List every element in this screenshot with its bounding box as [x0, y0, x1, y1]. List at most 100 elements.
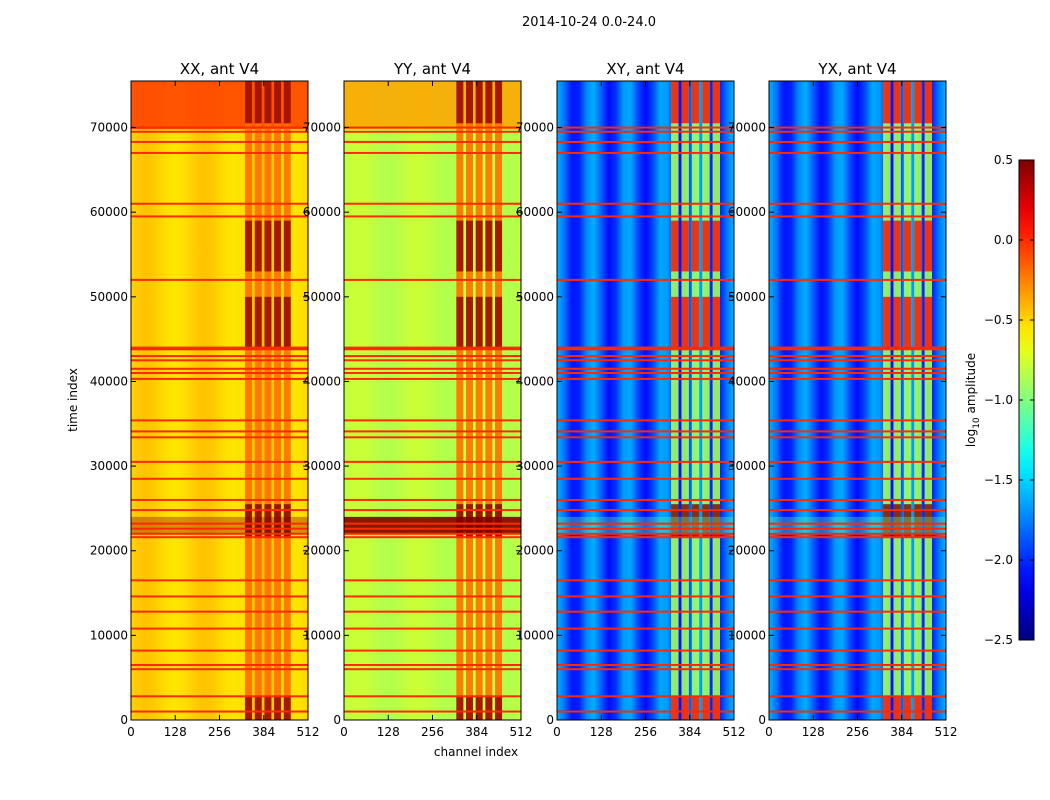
flagged-time-line: [769, 140, 946, 143]
rfi-hot-block: [712, 504, 721, 539]
flagged-time-line: [344, 522, 521, 525]
rfi-hot-block: [883, 296, 891, 348]
panel-title: YX, ant V4: [817, 60, 896, 78]
x-tick-label: 256: [846, 725, 869, 739]
x-tick-label: 512: [935, 725, 958, 739]
flagged-time-line: [557, 532, 734, 535]
flagged-time-line: [131, 532, 308, 535]
y-tick-label: 10000: [516, 628, 554, 642]
rfi-hot-block: [671, 296, 679, 348]
flagged-time-line: [769, 610, 946, 613]
x-tick-label: 384: [890, 725, 913, 739]
rfi-hot-block: [702, 504, 710, 539]
flagged-time-line: [131, 355, 308, 358]
rfi-hot-block: [671, 220, 679, 272]
rfi-hot-block: [264, 81, 272, 124]
rfi-hot-block: [283, 296, 291, 348]
rfi-hot-block: [283, 696, 291, 720]
rfi-hot-block: [475, 296, 483, 348]
flagged-time-line: [769, 710, 946, 713]
y-tick-label: 60000: [303, 205, 341, 219]
x-tick-label: 0: [340, 725, 348, 739]
rfi-hot-block: [456, 220, 464, 272]
flagged-time-line: [344, 126, 521, 129]
rfi-hot-block: [475, 696, 483, 720]
flagged-time-line: [557, 278, 734, 281]
flagged-time-line: [131, 649, 308, 652]
y-tick-label: 70000: [516, 121, 554, 135]
flagged-time-line: [344, 202, 521, 205]
x-tick-label: 384: [465, 725, 488, 739]
rfi-hot-block: [671, 696, 679, 720]
y-tick-label: 0: [546, 713, 554, 727]
flagged-time-line: [131, 215, 308, 218]
panel-2: XY, ant V4 0 128 256 384 512 0 10000 20000 30000 4…: [516, 60, 746, 739]
y-tick-label: 30000: [303, 459, 341, 473]
flagged-time-line: [557, 527, 734, 530]
flagged-time-line: [131, 346, 308, 349]
flagged-time-line: [557, 649, 734, 652]
x-tick-label: 256: [634, 725, 657, 739]
flagged-time-line: [131, 371, 308, 374]
rfi-hot-block: [702, 220, 710, 272]
rfi-hot-block: [254, 504, 262, 539]
flagged-time-line: [557, 359, 734, 362]
flagged-time-line: [557, 377, 734, 380]
flagged-time-line: [557, 436, 734, 439]
rfi-stripe: [671, 81, 679, 720]
flagged-time-line: [769, 527, 946, 530]
panel-title: YY, ant V4: [393, 60, 471, 78]
flagged-time-line: [344, 419, 521, 422]
rfi-stripe: [456, 81, 464, 720]
x-tick-label: 0: [127, 725, 135, 739]
flagged-time-line: [557, 695, 734, 698]
rfi-hot-block: [466, 81, 474, 124]
y-tick-label: 20000: [516, 544, 554, 558]
rfi-hot-block: [914, 696, 922, 720]
colorbar-tick-label: −1.0: [984, 393, 1013, 407]
y-tick-label: 40000: [303, 374, 341, 388]
colorbar-tick-label: 0.0: [994, 233, 1013, 247]
flagged-time-line: [131, 668, 308, 671]
flagged-time-line: [557, 579, 734, 582]
flagged-time-line: [344, 430, 521, 433]
flagged-time-line: [769, 278, 946, 281]
flagged-time-line: [769, 367, 946, 370]
rfi-hot-block: [914, 296, 922, 348]
rfi-hot-block: [495, 296, 503, 348]
x-tick-label: 128: [164, 725, 187, 739]
rfi-hot-block: [883, 696, 891, 720]
rfi-hot-block: [264, 296, 272, 348]
flagged-time-line: [557, 130, 734, 133]
rfi-hot-block: [893, 81, 901, 124]
y-tick-label: 50000: [90, 290, 128, 304]
rfi-hot-block: [456, 81, 464, 124]
y-tick-label: 60000: [90, 205, 128, 219]
rfi-hot-block: [924, 220, 933, 272]
rfi-hot-block: [245, 220, 253, 272]
flagged-time-line: [769, 371, 946, 374]
y-tick-label: 10000: [90, 628, 128, 642]
rfi-hot-block: [274, 81, 282, 124]
flagged-time-line: [344, 359, 521, 362]
flagged-time-line: [131, 460, 308, 463]
y-tick-label: 50000: [303, 290, 341, 304]
flagged-time-line: [557, 140, 734, 143]
y-tick-label: 0: [120, 713, 128, 727]
flagged-time-line: [131, 436, 308, 439]
rfi-hot-block: [245, 81, 253, 124]
rfi-hot-block: [245, 696, 253, 720]
rfi-hot-block: [924, 504, 933, 539]
panel-0: XX, ant V4 0 128 256 384 512 0 10000 20000 30000 4…: [90, 60, 320, 739]
flagged-time-line: [557, 477, 734, 480]
x-tick-label: 128: [377, 725, 400, 739]
rfi-hot-block: [691, 296, 700, 348]
x-tick-label: 128: [590, 725, 613, 739]
rfi-hot-block: [712, 696, 721, 720]
y-tick-label: 50000: [728, 290, 766, 304]
flagged-time-line: [557, 371, 734, 374]
flagged-time-line: [557, 536, 734, 539]
flagged-time-line: [557, 668, 734, 671]
flagged-time-line: [344, 668, 521, 671]
flagged-time-line: [131, 477, 308, 480]
